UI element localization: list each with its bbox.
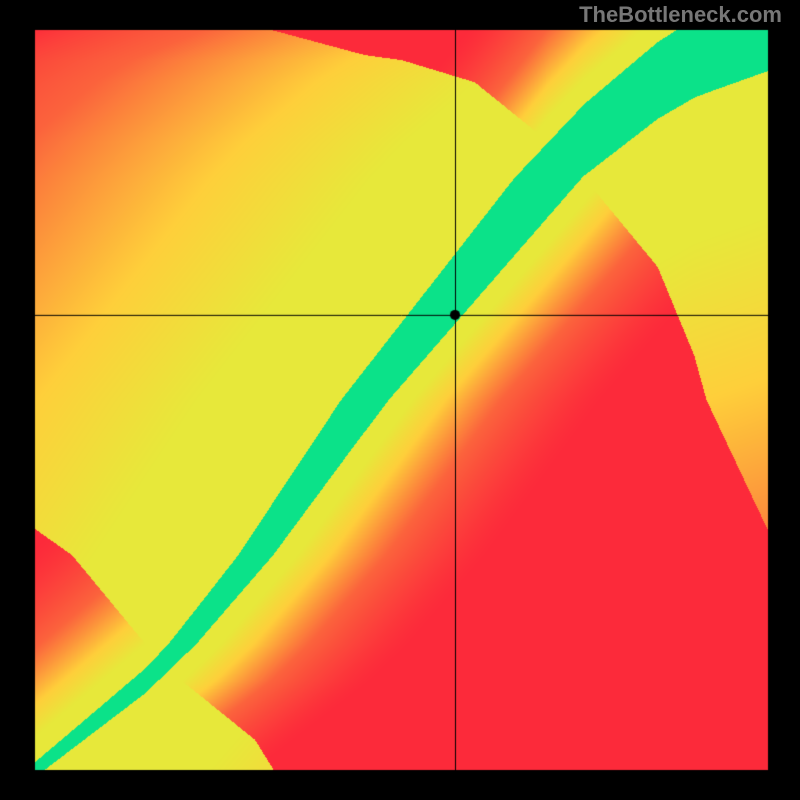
bottleneck-heatmap-canvas — [0, 0, 800, 800]
watermark-text: TheBottleneck.com — [579, 2, 782, 28]
chart-container: TheBottleneck.com — [0, 0, 800, 800]
